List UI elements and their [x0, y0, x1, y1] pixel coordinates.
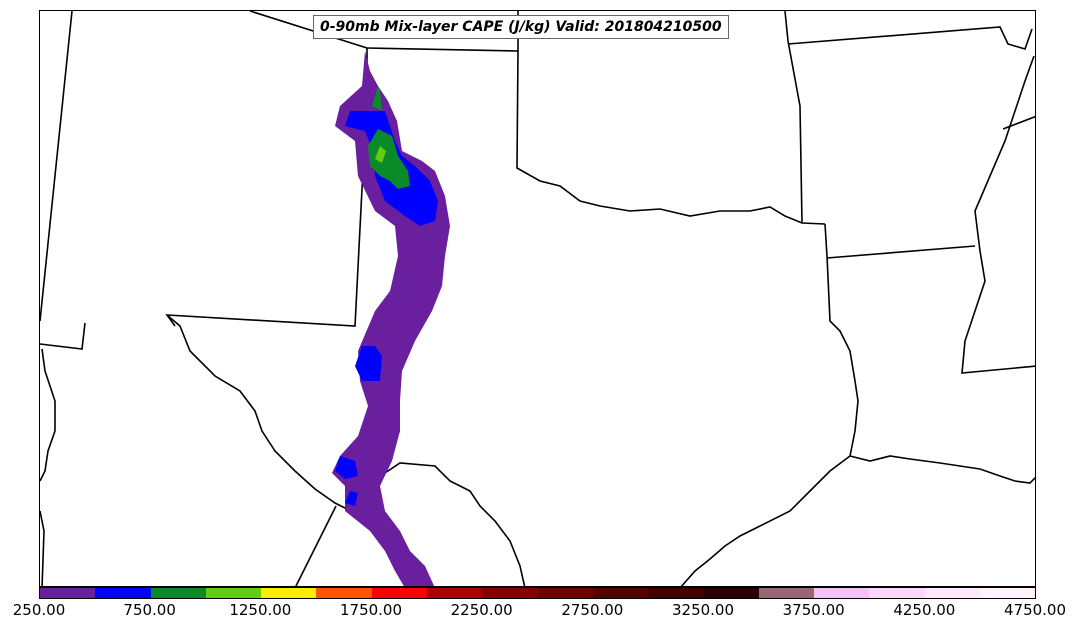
state-border-ar-mo: [787, 26, 1033, 50]
state-border-ms-tn: [1002, 115, 1035, 130]
colorbar-segment: [40, 588, 96, 598]
contour-1250-plus: [375, 146, 386, 163]
colorbar-tick-label: 1750.00: [339, 601, 403, 619]
map-canvas: [40, 11, 1035, 586]
colorbar-segment: [150, 588, 206, 598]
border-west-mexico: [40, 510, 45, 586]
colorbar-segment: [924, 588, 980, 598]
colorbar-tick-label: 250.00: [12, 601, 66, 619]
colorbar-segment: [426, 588, 483, 598]
state-border-ok-east: [784, 11, 803, 224]
state-border-nm-tx: [165, 48, 368, 327]
map-title: 0-90mb Mix-layer CAPE (J/kg) Valid: 2018…: [313, 15, 729, 39]
colorbar-tick-label: 4750.00: [1003, 601, 1067, 619]
colorbar-segment: [316, 588, 372, 598]
colorbar-segment: [869, 588, 925, 598]
state-border-nm-south: [40, 322, 86, 350]
contour-1000-1250: [368, 86, 410, 189]
colorbar-segment: [592, 588, 649, 598]
colorbar-segment: [261, 588, 317, 598]
state-border-ar-la: [826, 245, 976, 259]
border-west-2: [40, 348, 56, 482]
colorbar-segment: [979, 588, 1036, 598]
colorbar-segment: [758, 588, 814, 598]
colorbar-tick-label: 1250.00: [229, 601, 292, 619]
state-border-ok-panhandle: [366, 47, 826, 225]
map-panel: [39, 10, 1036, 587]
colorbar-tick-label: 2750.00: [561, 601, 624, 619]
colorbar-tick-label: 750.00: [123, 601, 176, 619]
colorbar-tick-label: 3250.00: [671, 601, 735, 619]
state-border-az-nm: [40, 11, 73, 322]
colorbar-tick-label: 2250.00: [450, 601, 513, 619]
colorbar-segment: [371, 588, 427, 598]
colorbar-tick-label: 3750.00: [782, 601, 845, 619]
contour-750-1000: [335, 111, 438, 506]
state-border-co-nm: [249, 11, 368, 49]
border-mexico-chihuahua: [295, 505, 337, 586]
colorbar-segment: [703, 588, 759, 598]
colorbar-segment: [482, 588, 538, 598]
colorbar-segment: [95, 588, 151, 598]
colorbar-segment: [813, 588, 870, 598]
cape-contours: [332, 51, 450, 586]
state-border-ar-ms: [961, 55, 1035, 374]
colorbar-segment: [537, 588, 593, 598]
gulf-coastline: [680, 455, 1035, 586]
colorbar-tick-label: 4250.00: [893, 601, 956, 619]
colorbar: [39, 587, 1036, 599]
state-border-tx-la: [824, 223, 859, 457]
colorbar-segment: [205, 588, 262, 598]
colorbar-segment: [648, 588, 704, 598]
state-boundaries: [40, 11, 1035, 586]
